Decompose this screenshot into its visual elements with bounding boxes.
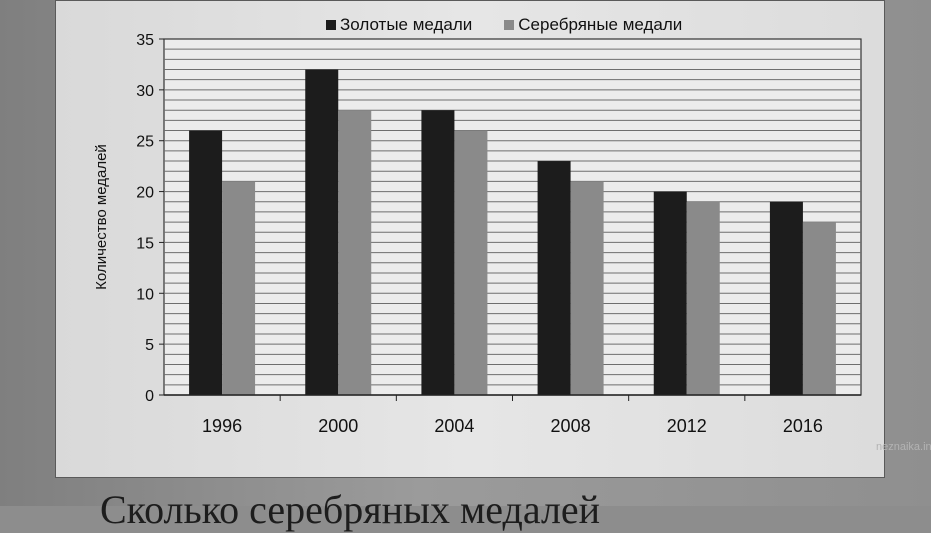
- bar-silver: [454, 130, 488, 396]
- bar-gold: [653, 191, 687, 395]
- x-tick-label: 2000: [318, 416, 358, 436]
- bar-gold: [305, 69, 339, 395]
- legend-item-gold: Золотые медали: [326, 15, 472, 35]
- chart-card: Золотые медали Серебряные медали 0 5 10 15 2…: [55, 0, 931, 478]
- bar-silver: [338, 110, 372, 395]
- y-tick-label: 5: [145, 337, 154, 354]
- legend-swatch-silver: [504, 20, 515, 30]
- legend-swatch-gold: [326, 20, 336, 30]
- y-tick-label: 35: [136, 32, 154, 49]
- y-tick-label: 30: [136, 83, 154, 100]
- bar-gold: [537, 161, 571, 395]
- x-tick-label: 2016: [783, 416, 823, 436]
- plot-area: [163, 38, 862, 396]
- y-tick-label: 15: [136, 235, 154, 252]
- y-tick-label: 25: [136, 134, 154, 151]
- bar-chart: 0 5 10 15 20 25 30 35 Количество медалей 1996 2000…: [93, 32, 862, 436]
- bar-silver: [802, 222, 836, 395]
- bar-gold: [189, 130, 223, 396]
- legend-item-silver: Серебряные медали: [504, 15, 682, 35]
- bar-gold: [769, 201, 803, 395]
- bar-silver: [686, 201, 720, 395]
- x-tick-label: 2012: [667, 416, 707, 436]
- x-tick-label: 2004: [434, 416, 474, 436]
- watermark-text: neznaika.info: [876, 441, 931, 453]
- x-tick-label: 2008: [551, 416, 591, 436]
- y-tick-label: 10: [136, 286, 154, 303]
- y-axis-label: Количество медалей: [93, 144, 110, 290]
- bar-silver: [222, 181, 256, 395]
- x-tick-label: 1996: [202, 416, 242, 436]
- chart-legend: Золотые медали Серебряные медали: [326, 15, 682, 35]
- bottom-question-text: Сколько серебряных медалей: [100, 487, 601, 532]
- y-tick-label: 0: [145, 388, 154, 405]
- bar-silver: [570, 181, 604, 395]
- y-tick-label: 20: [136, 185, 154, 202]
- legend-label-silver: Серебряные медали: [518, 15, 683, 34]
- legend-label-gold: Золотые медали: [340, 15, 473, 34]
- bar-gold: [421, 110, 455, 395]
